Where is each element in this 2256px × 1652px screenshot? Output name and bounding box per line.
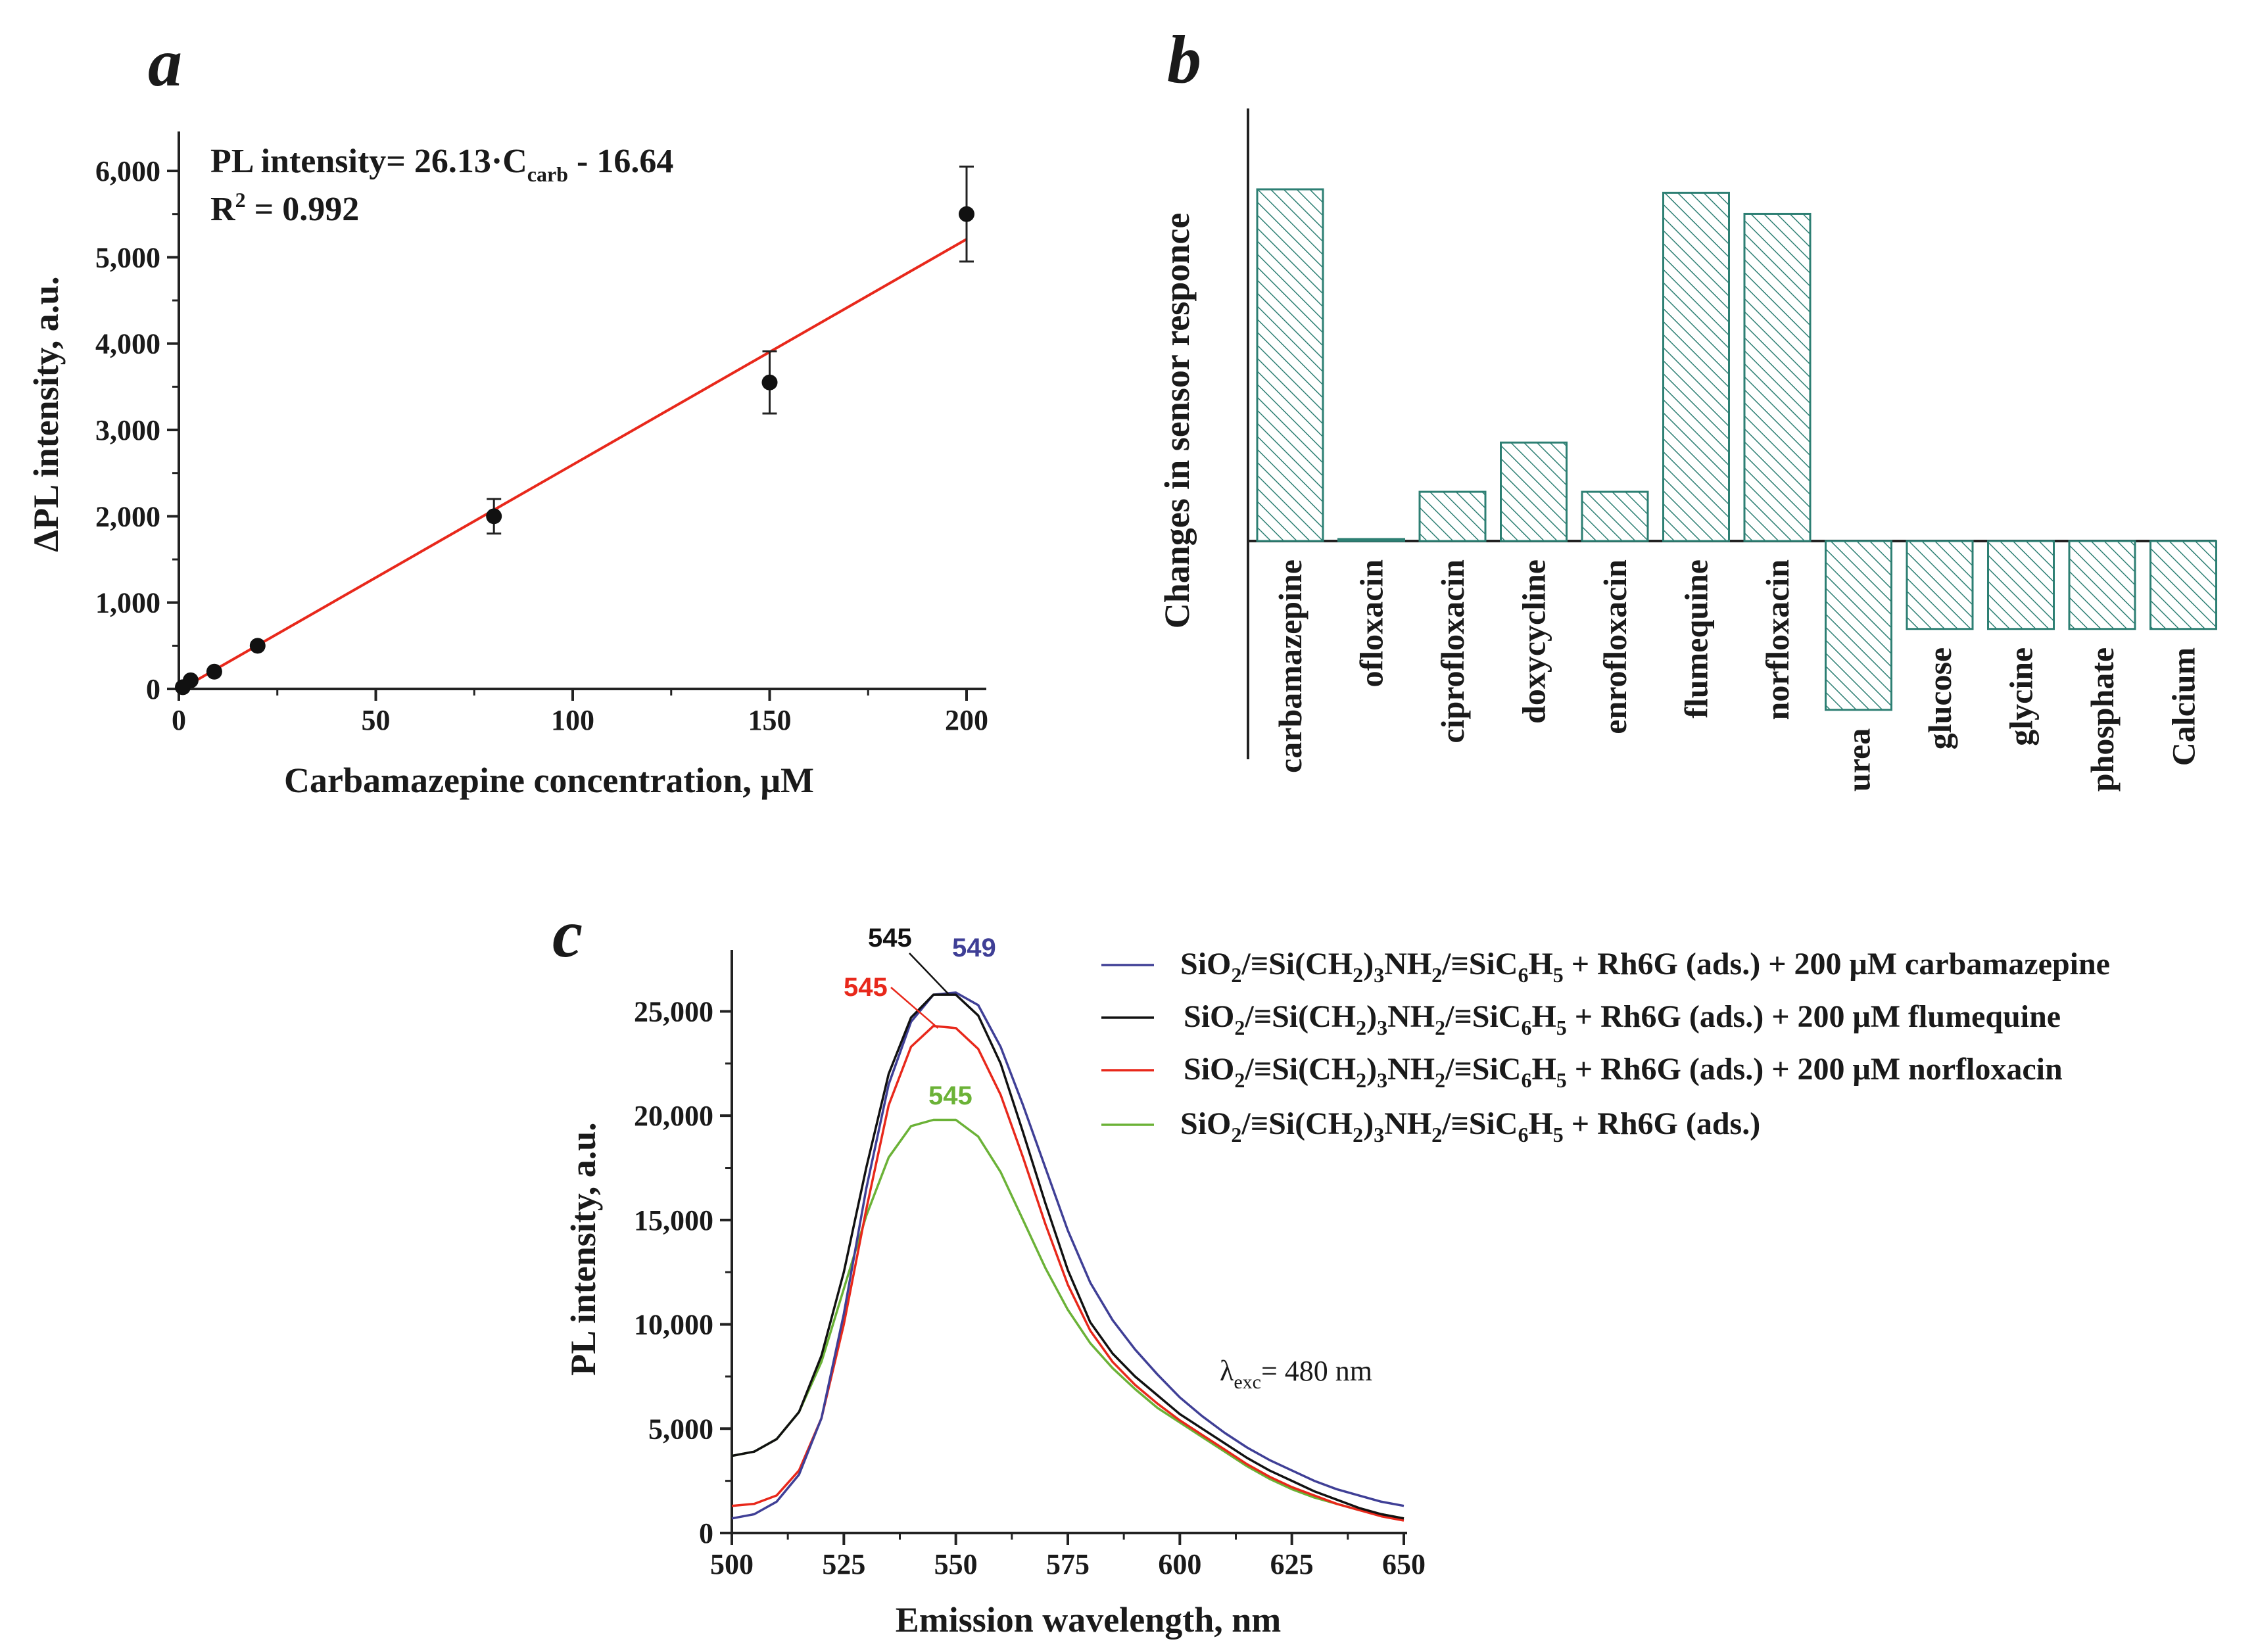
y-tick-label: 0 [699, 1517, 713, 1549]
y-tick-label: 5,000 [648, 1413, 713, 1445]
category-label: doxycycline [1516, 559, 1552, 724]
data-point [249, 638, 266, 654]
category-label: norfloxacin [1759, 559, 1796, 720]
x-tick-label: 0 [172, 704, 186, 736]
panel-c-x-title: Emission wavelength, nm [896, 1600, 1282, 1640]
legend-entry-carbamazepine: SiO2/≡Si(CH2)3NH2/≡SiC6H5 + Rh6G (ads.) … [1180, 947, 2110, 987]
x-tick-label: 575 [1046, 1548, 1090, 1580]
bar-doxycycline [1500, 441, 1568, 542]
y-tick-label: 1,000 [95, 587, 160, 619]
panel-a-y-title: ΔPL intensity, a.u. [26, 276, 66, 552]
x-tick-label: 600 [1158, 1548, 1201, 1580]
peak-leader [890, 987, 939, 1029]
panel-a: a 0 50 100 150 200 0 1,000 2,000 3,000 4,000 5,000… [26, 25, 988, 800]
panel-c-label: c [552, 896, 583, 972]
panel-b: b Changes in sensor responce carbamazepi… [1157, 22, 2217, 791]
peak-label-norfloxacin: 545 [844, 973, 888, 1002]
y-tick-label: 20,000 [634, 1100, 713, 1132]
peak-label-carbamazepine: 549 [952, 933, 996, 962]
y-tick-label: 4,000 [95, 328, 160, 360]
y-tick-label: 25,000 [634, 995, 713, 1027]
panel-a-equation: PL intensity= 26.13·Ccarb - 16.64 [210, 143, 673, 186]
x-tick-label: 100 [551, 704, 594, 736]
y-tick-label: 6,000 [95, 155, 160, 187]
bar-glucose [1906, 540, 1974, 630]
x-tick-label: 625 [1270, 1548, 1314, 1580]
x-tick-label: 550 [934, 1548, 978, 1580]
y-tick-label: 5,000 [95, 241, 160, 273]
series-line-norfloxacin [731, 1024, 1404, 1522]
panel-c: c 500 525 550 575 600 625 650 0 5,000 10,000 15,00… [552, 896, 2110, 1640]
y-tick-label: 3,000 [95, 414, 160, 446]
bar-calcium [2149, 540, 2217, 630]
x-tick-label: 500 [710, 1548, 754, 1580]
bar-glycine [1987, 540, 2055, 630]
peak-leader [909, 953, 950, 995]
bar-urea [1825, 540, 1892, 711]
panel-c-y-title: PL intensity, a.u. [564, 1122, 603, 1376]
panel-b-label: b [1167, 22, 1201, 97]
bar-enrofloxacin [1581, 490, 1649, 542]
category-label: phosphate [2084, 648, 2121, 792]
data-point [182, 672, 199, 688]
legend-entry-flumequine: SiO2/≡Si(CH2)3NH2/≡SiC6H5 + Rh6G (ads.) … [1184, 999, 2061, 1039]
series-line-carbamazepine [731, 991, 1404, 1520]
x-tick-label: 50 [362, 704, 391, 736]
panel-a-label: a [148, 25, 182, 101]
bar-flumequine [1662, 191, 1730, 542]
category-label: enrofloxacin [1596, 559, 1633, 734]
category-label: ofloxacin [1353, 559, 1390, 688]
fit-line [178, 238, 967, 692]
data-point [206, 663, 222, 680]
peak-label-flumequine: 545 [868, 924, 912, 953]
data-point [486, 508, 502, 525]
category-label: glycine [2003, 648, 2040, 746]
category-label: glucose [1921, 648, 1958, 750]
y-tick-label: 0 [146, 673, 160, 705]
panel-a-r-squared: R2 = 0.992 [210, 188, 359, 228]
x-tick-label: 200 [945, 704, 988, 736]
category-label: Calcium [2165, 648, 2202, 767]
data-point [959, 206, 974, 222]
legend-entry-blank: SiO2/≡Si(CH2)3NH2/≡SiC6H5 + Rh6G (ads.) [1180, 1106, 1760, 1146]
category-label: ciprofloxacin [1434, 559, 1471, 743]
bar-carbamazepine [1256, 188, 1324, 542]
legend-entry-norfloxacin: SiO2/≡Si(CH2)3NH2/≡SiC6H5 + Rh6G (ads.) … [1184, 1052, 2063, 1092]
bar-ofloxacin [1337, 538, 1405, 542]
series-line-flumequine [731, 993, 1404, 1520]
x-tick-label: 150 [748, 704, 792, 736]
panel-a-x-title: Carbamazepine concentration, μM [284, 761, 814, 800]
category-label: carbamazepine [1272, 559, 1308, 773]
category-label: flumequine [1678, 559, 1715, 719]
x-tick-label: 650 [1382, 1548, 1426, 1580]
peak-label-blank: 545 [928, 1081, 972, 1110]
data-point [761, 374, 778, 390]
x-tick-label: 525 [822, 1548, 865, 1580]
bar-phosphate [2068, 540, 2136, 630]
panel-b-y-title: Changes in sensor responce [1157, 213, 1197, 629]
bar-ciprofloxacin [1418, 490, 1487, 542]
panel-c-excitation-note: λexc= 480 nm [1220, 1355, 1372, 1393]
y-tick-label: 2,000 [95, 500, 160, 532]
bar-norfloxacin [1743, 212, 1812, 542]
y-tick-label: 10,000 [634, 1309, 713, 1341]
y-tick-label: 15,000 [634, 1204, 713, 1237]
series-line-blank [731, 1118, 1404, 1520]
category-label: urea [1840, 728, 1877, 791]
